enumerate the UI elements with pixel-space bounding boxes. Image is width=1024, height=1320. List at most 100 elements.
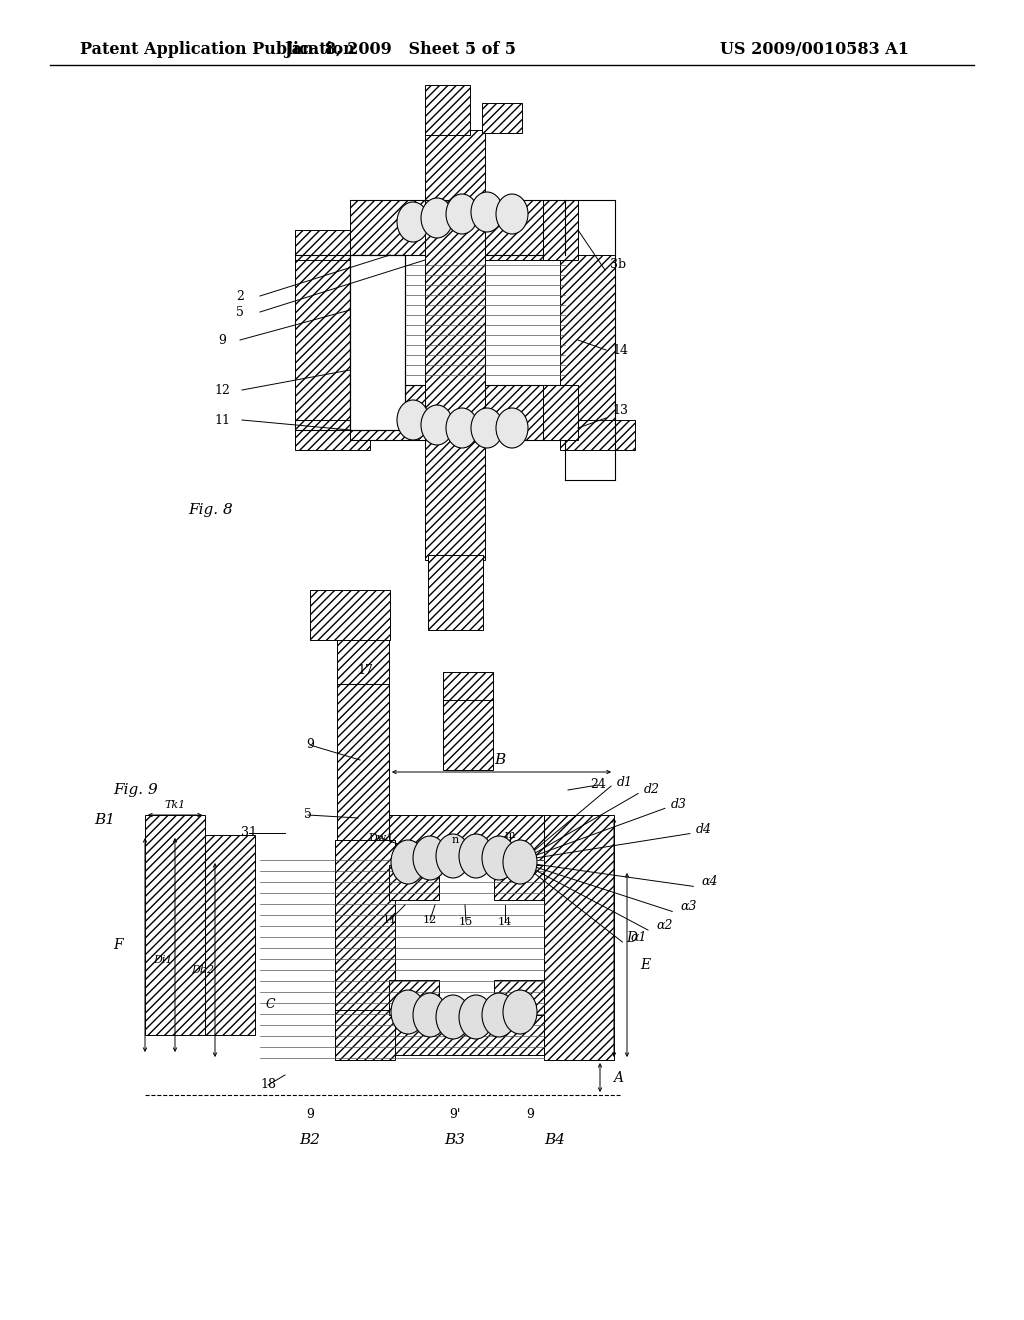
Ellipse shape [503, 990, 537, 1034]
Bar [425, 84, 470, 135]
Bar [295, 420, 370, 450]
Bar [543, 201, 578, 260]
Text: 17: 17 [357, 664, 373, 676]
Text: 31: 31 [241, 826, 257, 840]
Text: 9: 9 [526, 1109, 534, 1122]
Ellipse shape [459, 995, 493, 1039]
Text: 24: 24 [590, 779, 606, 792]
Bar [544, 814, 614, 1060]
Text: Patent Application Publication: Patent Application Publication [80, 41, 354, 58]
Text: 14: 14 [612, 343, 628, 356]
Text: α1: α1 [631, 931, 647, 944]
Bar [350, 201, 565, 255]
Bar [335, 840, 395, 1015]
Text: n: n [452, 836, 459, 845]
Ellipse shape [446, 408, 478, 447]
Bar [295, 230, 370, 260]
Bar [425, 129, 485, 560]
Text: d2: d2 [644, 783, 660, 796]
Ellipse shape [446, 194, 478, 234]
Bar [350, 385, 565, 440]
Text: 12: 12 [214, 384, 230, 396]
Bar [494, 979, 544, 1015]
Text: B: B [495, 752, 506, 767]
Ellipse shape [421, 198, 453, 238]
Text: D: D [627, 931, 638, 945]
Text: Fig. 9: Fig. 9 [113, 783, 158, 797]
Text: d1: d1 [617, 776, 633, 788]
Bar [389, 979, 439, 1015]
Ellipse shape [496, 194, 528, 234]
Text: 3b: 3b [610, 259, 626, 272]
Ellipse shape [421, 405, 453, 445]
Ellipse shape [496, 408, 528, 447]
Ellipse shape [482, 836, 516, 880]
Bar [543, 385, 578, 440]
Text: F: F [114, 939, 123, 952]
Text: d3: d3 [671, 797, 687, 810]
Text: Dw1: Dw1 [369, 833, 394, 843]
Text: m: m [505, 830, 515, 840]
Bar [337, 636, 389, 684]
Ellipse shape [413, 836, 447, 880]
Bar [482, 103, 522, 133]
Bar [443, 672, 493, 700]
Ellipse shape [459, 834, 493, 878]
Bar [560, 255, 615, 430]
Text: Db2: Db2 [191, 965, 215, 975]
Text: α3: α3 [680, 900, 696, 913]
Text: 9: 9 [306, 1109, 314, 1122]
Bar [443, 696, 493, 770]
Text: B3: B3 [444, 1133, 466, 1147]
Text: B2: B2 [299, 1133, 321, 1147]
Text: 12: 12 [423, 915, 437, 925]
Ellipse shape [413, 993, 447, 1038]
Text: 5: 5 [237, 305, 244, 318]
Ellipse shape [391, 990, 425, 1034]
Text: 18: 18 [260, 1078, 276, 1092]
Bar [145, 814, 205, 1035]
Bar [389, 1010, 544, 1055]
Text: B4: B4 [545, 1133, 565, 1147]
Ellipse shape [397, 202, 429, 242]
Text: C: C [265, 998, 274, 1011]
Bar [350, 255, 406, 430]
Text: B1: B1 [94, 813, 116, 828]
Bar [485, 230, 560, 260]
Text: Fig. 8: Fig. 8 [188, 503, 232, 517]
Text: 9: 9 [306, 738, 314, 751]
Bar [485, 224, 565, 255]
Text: 5: 5 [304, 808, 312, 821]
Bar [310, 590, 390, 640]
Text: 9': 9' [450, 1109, 461, 1122]
Ellipse shape [397, 400, 429, 440]
Ellipse shape [471, 408, 503, 447]
Text: US 2009/0010583 A1: US 2009/0010583 A1 [720, 41, 909, 58]
Ellipse shape [471, 191, 503, 232]
Bar [295, 255, 350, 430]
Bar [389, 865, 439, 900]
Ellipse shape [503, 840, 537, 884]
Ellipse shape [482, 993, 516, 1038]
Text: E: E [640, 958, 650, 972]
Bar [335, 1010, 395, 1060]
Text: 13: 13 [612, 404, 628, 417]
Bar [350, 224, 410, 255]
Text: α2: α2 [656, 919, 673, 932]
Bar [428, 554, 483, 630]
Text: α4: α4 [701, 875, 718, 888]
Bar [494, 865, 544, 900]
Text: 2: 2 [237, 289, 244, 302]
Bar [337, 680, 389, 960]
Ellipse shape [391, 840, 425, 884]
Text: 11: 11 [383, 915, 397, 925]
Text: 11: 11 [214, 413, 230, 426]
Text: 14: 14 [498, 917, 512, 927]
Bar [389, 814, 544, 861]
Text: 9: 9 [218, 334, 226, 346]
Text: d4: d4 [696, 824, 712, 836]
Text: 15: 15 [459, 917, 473, 927]
Ellipse shape [436, 834, 470, 878]
Text: Di1: Di1 [154, 954, 173, 965]
Bar [560, 420, 635, 450]
